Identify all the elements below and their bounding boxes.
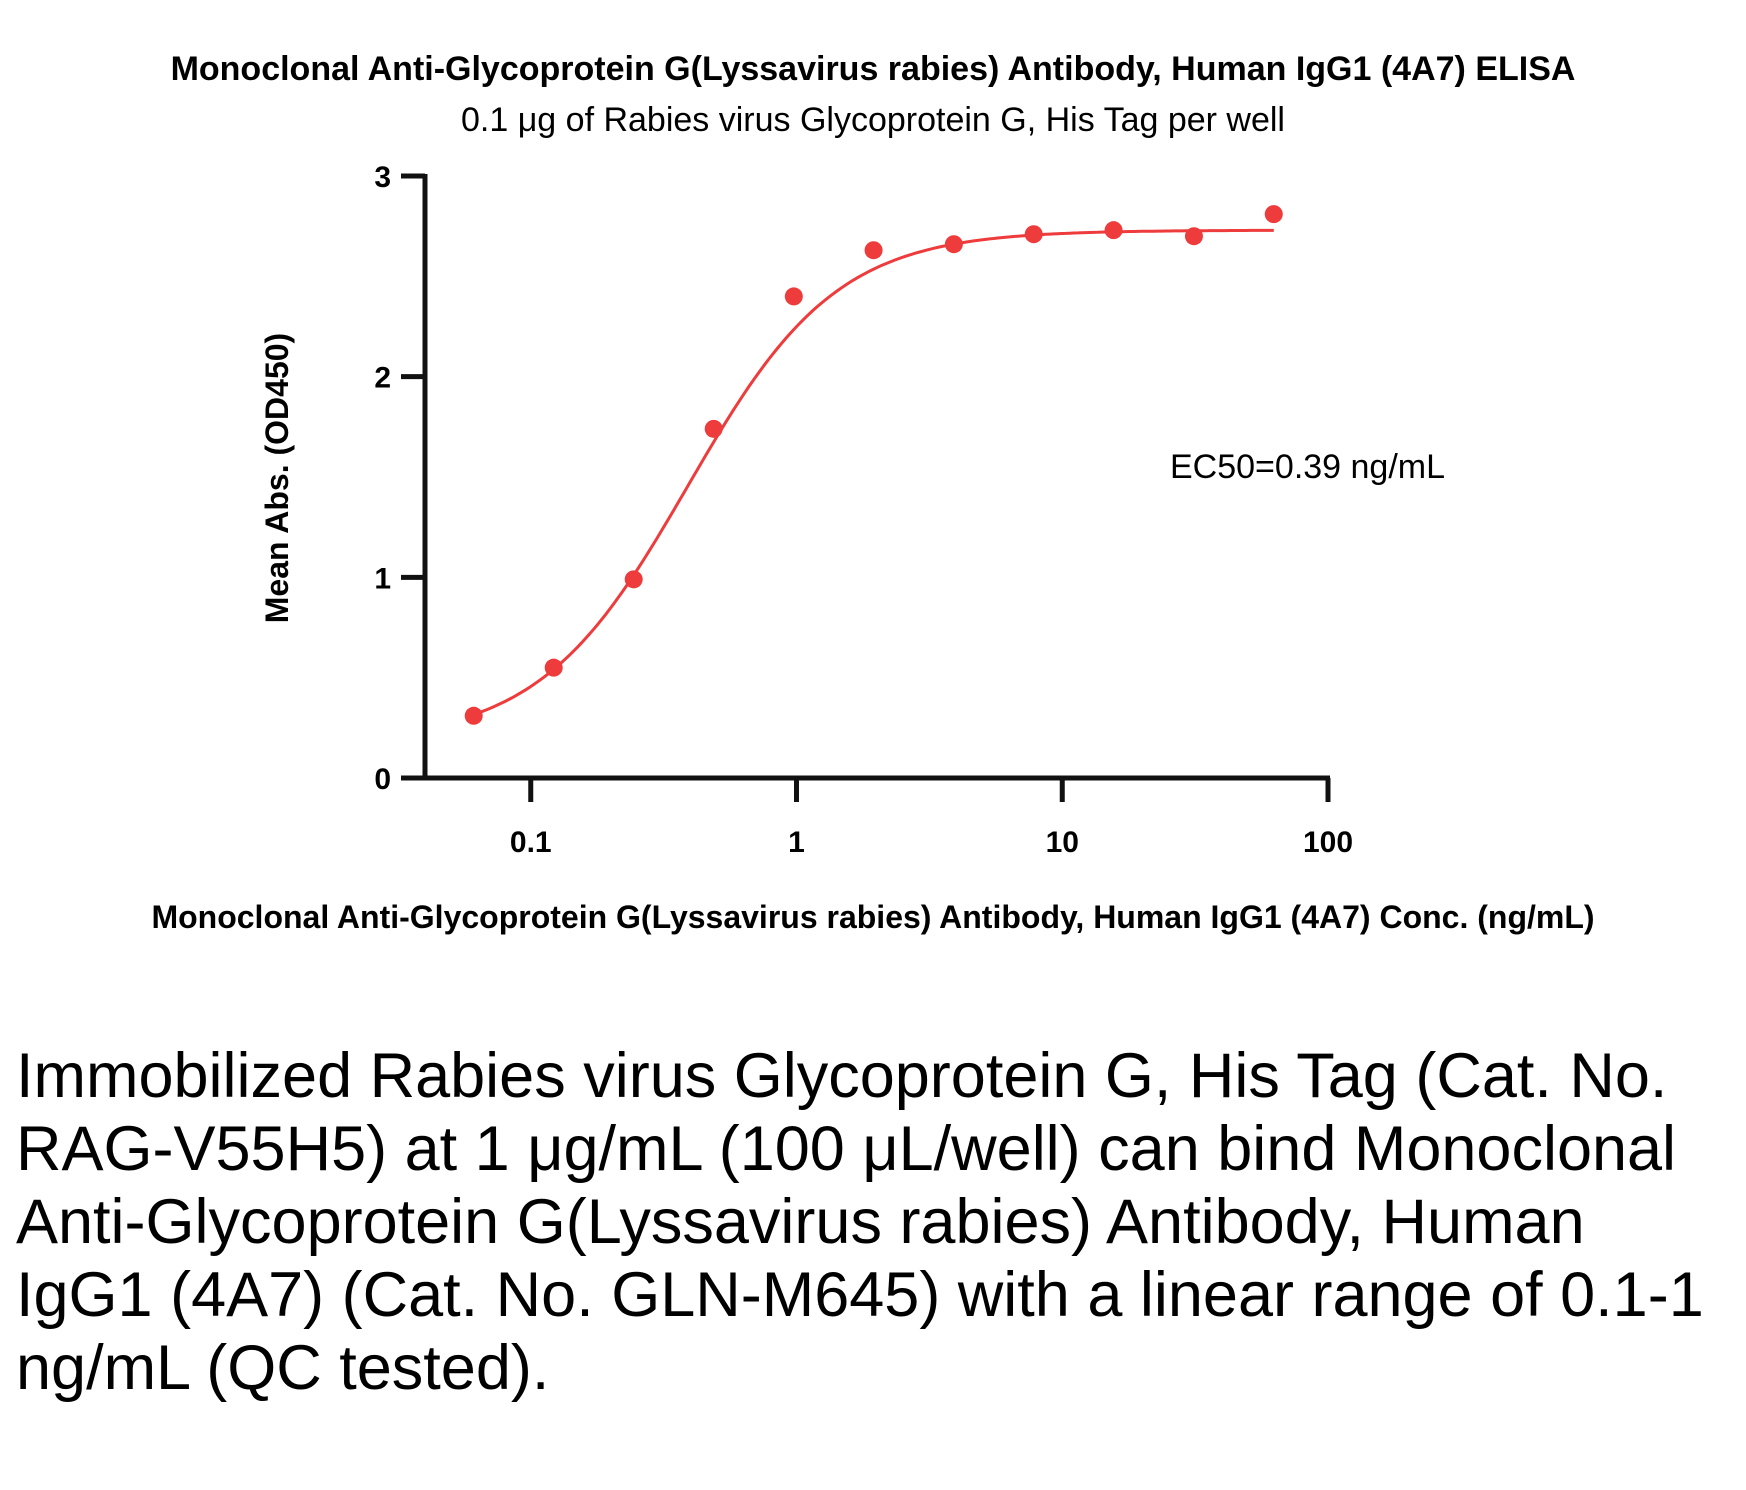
x-tick-label: 100 xyxy=(1303,826,1353,859)
data-point xyxy=(704,419,723,438)
data-point xyxy=(1104,221,1123,240)
data-points-layer xyxy=(464,205,1283,725)
data-point xyxy=(624,570,643,589)
fit-curve xyxy=(473,228,1274,717)
x-tick-label: 1 xyxy=(788,826,805,859)
data-point xyxy=(1264,205,1283,224)
x-tick-label: 10 xyxy=(1046,826,1079,859)
y-tick-label: 0 xyxy=(374,763,391,796)
data-point xyxy=(784,287,803,306)
y-tick-label: 1 xyxy=(374,562,391,595)
elisa-chart: Monoclonal Anti-Glycoprotein G(Lyssaviru… xyxy=(151,50,1594,935)
chart-title: Monoclonal Anti-Glycoprotein G(Lyssaviru… xyxy=(171,50,1576,88)
y-axis-label: Mean Abs. (OD450) xyxy=(259,333,295,623)
data-point xyxy=(544,658,563,677)
y-tick-label: 2 xyxy=(374,362,391,395)
data-point xyxy=(944,235,963,254)
data-point xyxy=(864,241,883,260)
data-point xyxy=(1184,227,1203,246)
ec50-annotation: EC50=0.39 ng/mL xyxy=(1170,448,1445,486)
figure-caption: Immobilized Rabies virus Glycoprotein G,… xyxy=(16,1041,1704,1403)
fit-curve-layer xyxy=(473,228,1274,717)
chart-ticks: 0 1 2 3 0.1 1 10 100 xyxy=(374,161,1353,859)
chart-subtitle: 0.1 μg of Rabies virus Glycoprotein G, H… xyxy=(461,101,1285,139)
chart-axes xyxy=(422,174,1330,781)
x-tick-label: 0.1 xyxy=(510,826,552,859)
data-point xyxy=(464,706,483,725)
y-tick-label: 3 xyxy=(374,161,391,194)
x-axis-label: Monoclonal Anti-Glycoprotein G(Lyssaviru… xyxy=(151,899,1594,935)
data-point xyxy=(1024,225,1043,244)
